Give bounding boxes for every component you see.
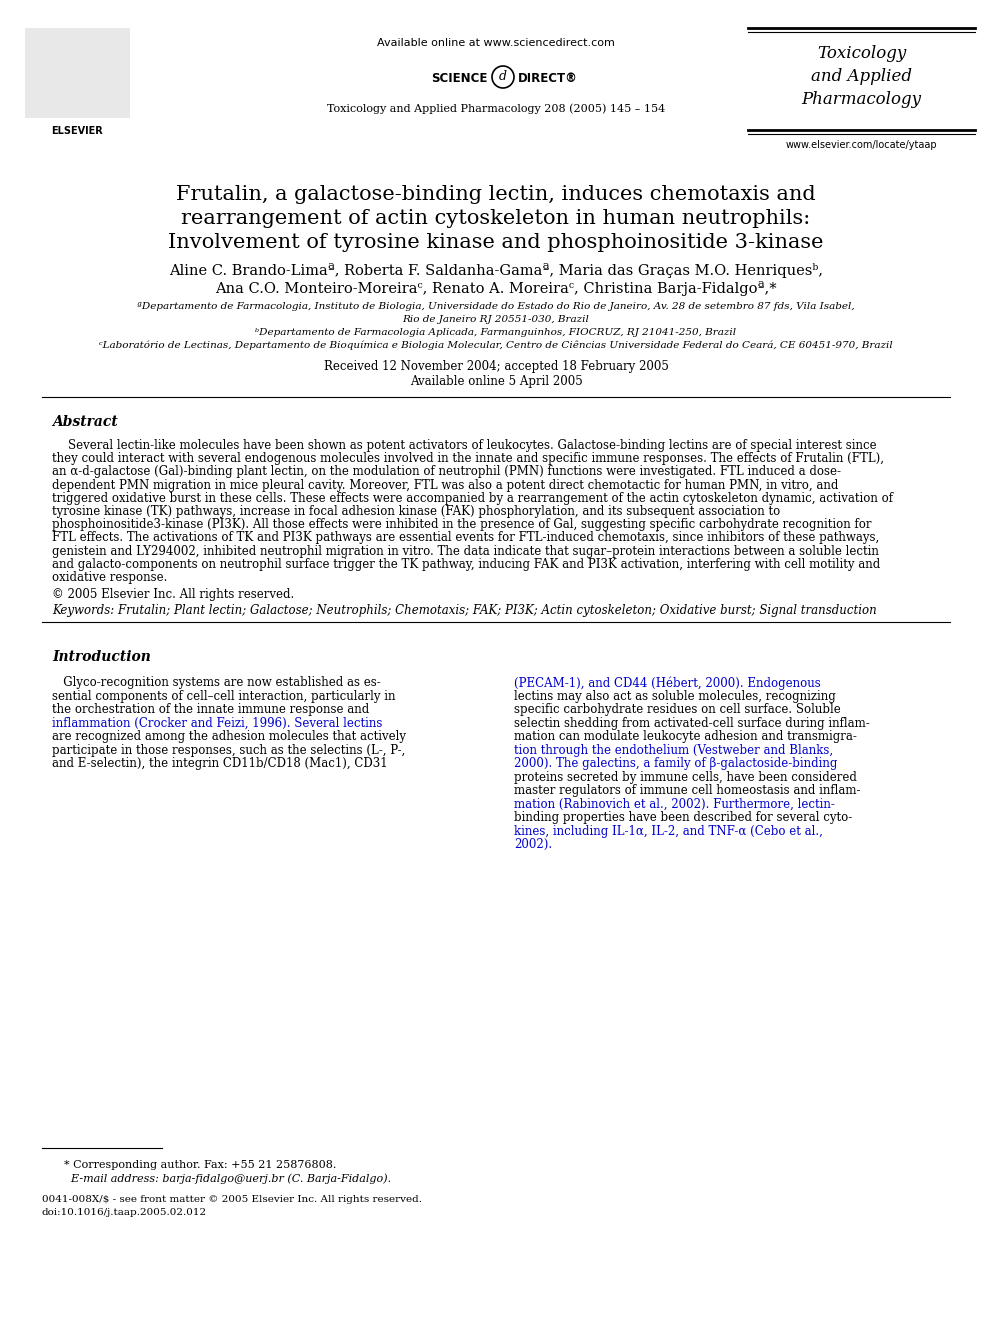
Text: ᵇDepartamento de Farmacologia Aplicada, Farmanguinhos, FIOCRUZ, RJ 21041-250, Br: ᵇDepartamento de Farmacologia Aplicada, …	[255, 328, 737, 337]
Text: 2002).: 2002).	[514, 839, 553, 851]
Text: Glyco-recognition systems are now established as es-: Glyco-recognition systems are now establ…	[52, 676, 381, 689]
Text: and galacto-components on neutrophil surface trigger the TK pathway, inducing FA: and galacto-components on neutrophil sur…	[52, 558, 880, 570]
Text: Aline C. Brando-Limaª, Roberta F. Saldanha-Gamaª, Maria das Graças M.O. Henrique: Aline C. Brando-Limaª, Roberta F. Saldan…	[169, 263, 823, 278]
Text: they could interact with several endogenous molecules involved in the innate and: they could interact with several endogen…	[52, 452, 884, 466]
Text: * Corresponding author. Fax: +55 21 25876808.: * Corresponding author. Fax: +55 21 2587…	[57, 1160, 336, 1170]
Text: Available online 5 April 2005: Available online 5 April 2005	[410, 374, 582, 388]
Text: sential components of cell–cell interaction, particularly in: sential components of cell–cell interact…	[52, 689, 396, 703]
Text: rearrangement of actin cytoskeleton in human neutrophils:: rearrangement of actin cytoskeleton in h…	[182, 209, 810, 228]
Text: Pharmacology: Pharmacology	[802, 91, 922, 108]
Text: genistein and LY294002, inhibited neutrophil migration in vitro. The data indica: genistein and LY294002, inhibited neutro…	[52, 545, 879, 557]
Text: phosphoinositide3-kinase (PI3K). All those effects were inhibited in the presenc: phosphoinositide3-kinase (PI3K). All tho…	[52, 519, 872, 532]
Text: Rio de Janeiro RJ 20551-030, Brazil: Rio de Janeiro RJ 20551-030, Brazil	[403, 315, 589, 324]
Text: doi:10.1016/j.taap.2005.02.012: doi:10.1016/j.taap.2005.02.012	[42, 1208, 207, 1217]
Text: oxidative response.: oxidative response.	[52, 572, 168, 583]
Text: Several lectin-like molecules have been shown as potent activators of leukocytes: Several lectin-like molecules have been …	[68, 439, 877, 452]
Text: Ana C.O. Monteiro-Moreiraᶜ, Renato A. Moreiraᶜ, Christina Barja-Fidalgoª,*: Ana C.O. Monteiro-Moreiraᶜ, Renato A. Mo…	[215, 280, 777, 296]
Text: Toxicology and Applied Pharmacology 208 (2005) 145 – 154: Toxicology and Applied Pharmacology 208 …	[327, 103, 665, 114]
Text: selectin shedding from activated-cell surface during inflam-: selectin shedding from activated-cell su…	[514, 717, 870, 730]
Text: Available online at www.sciencedirect.com: Available online at www.sciencedirect.co…	[377, 38, 615, 48]
Text: www.elsevier.com/locate/ytaap: www.elsevier.com/locate/ytaap	[786, 140, 937, 149]
Text: participate in those responses, such as the selectins (L-, P-,: participate in those responses, such as …	[52, 744, 406, 757]
Text: Abstract: Abstract	[52, 415, 118, 429]
Text: triggered oxidative burst in these cells. These effects were accompanied by a re: triggered oxidative burst in these cells…	[52, 492, 893, 505]
Text: SCIENCE: SCIENCE	[432, 71, 488, 85]
Text: Keywords: Frutalin; Plant lectin; Galactose; Neutrophils; Chemotaxis; FAK; PI3K;: Keywords: Frutalin; Plant lectin; Galact…	[52, 605, 877, 618]
Text: 2000). The galectins, a family of β-galactoside-binding: 2000). The galectins, a family of β-gala…	[514, 757, 837, 770]
Text: ELSEVIER: ELSEVIER	[52, 126, 103, 136]
Text: © 2005 Elsevier Inc. All rights reserved.: © 2005 Elsevier Inc. All rights reserved…	[52, 589, 295, 601]
Bar	[25, 28, 130, 118]
Text: Frutalin, a galactose-binding lectin, induces chemotaxis and: Frutalin, a galactose-binding lectin, in…	[177, 185, 815, 204]
Text: Toxicology: Toxicology	[816, 45, 906, 62]
Text: 0041-008X/$ - see front matter © 2005 Elsevier Inc. All rights reserved.: 0041-008X/$ - see front matter © 2005 El…	[42, 1195, 422, 1204]
Text: FTL effects. The activations of TK and PI3K pathways are essential events for FT: FTL effects. The activations of TK and P…	[52, 532, 879, 544]
Text: mation can modulate leukocyte adhesion and transmigra-: mation can modulate leukocyte adhesion a…	[514, 730, 857, 744]
Text: specific carbohydrate residues on cell surface. Soluble: specific carbohydrate residues on cell s…	[514, 704, 841, 716]
Text: DIRECT®: DIRECT®	[518, 71, 578, 85]
Text: and Applied: and Applied	[811, 67, 912, 85]
Text: Introduction: Introduction	[52, 650, 151, 664]
Text: binding properties have been described for several cyto-: binding properties have been described f…	[514, 811, 852, 824]
Text: Received 12 November 2004; accepted 18 February 2005: Received 12 November 2004; accepted 18 F…	[323, 360, 669, 373]
Text: an α-d-galactose (Gal)-binding plant lectin, on the modulation of neutrophil (PM: an α-d-galactose (Gal)-binding plant lec…	[52, 466, 841, 479]
Text: (PECAM-1), and CD44 (Hébert, 2000). Endogenous: (PECAM-1), and CD44 (Hébert, 2000). Endo…	[514, 676, 820, 689]
Text: mation (Rabinovich et al., 2002). Furthermore, lectin-: mation (Rabinovich et al., 2002). Furthe…	[514, 798, 835, 811]
Text: tion through the endothelium (Vestweber and Blanks,: tion through the endothelium (Vestweber …	[514, 744, 833, 757]
Text: proteins secreted by immune cells, have been considered: proteins secreted by immune cells, have …	[514, 771, 857, 783]
Text: d: d	[499, 70, 507, 83]
Text: lectins may also act as soluble molecules, recognizing: lectins may also act as soluble molecule…	[514, 689, 835, 703]
Text: the orchestration of the innate immune response and: the orchestration of the innate immune r…	[52, 704, 369, 716]
Text: inflammation (Crocker and Feizi, 1996). Several lectins: inflammation (Crocker and Feizi, 1996). …	[52, 717, 382, 730]
Text: kines, including IL-1α, IL-2, and TNF-α (Cebo et al.,: kines, including IL-1α, IL-2, and TNF-α …	[514, 824, 823, 837]
Text: tyrosine kinase (TK) pathways, increase in focal adhesion kinase (FAK) phosphory: tyrosine kinase (TK) pathways, increase …	[52, 505, 781, 519]
Text: are recognized among the adhesion molecules that actively: are recognized among the adhesion molecu…	[52, 730, 406, 744]
Text: dependent PMN migration in mice pleural cavity. Moreover, FTL was also a potent : dependent PMN migration in mice pleural …	[52, 479, 838, 492]
Text: master regulators of immune cell homeostasis and inflam-: master regulators of immune cell homeost…	[514, 785, 860, 798]
Text: and E-selectin), the integrin CD11b/CD18 (Mac1), CD31: and E-selectin), the integrin CD11b/CD18…	[52, 757, 388, 770]
Text: E-mail address: barja-fidalgo@uerj.br (C. Barja-Fidalgo).: E-mail address: barja-fidalgo@uerj.br (C…	[57, 1174, 391, 1184]
Text: Involvement of tyrosine kinase and phosphoinositide 3-kinase: Involvement of tyrosine kinase and phosp…	[169, 233, 823, 251]
Text: ªDepartamento de Farmacologia, Instituto de Biologia, Universidade do Estado do : ªDepartamento de Farmacologia, Instituto…	[137, 302, 855, 311]
Text: ᶜLaboratório de Lectinas, Departamento de Bioquímica e Biologia Molecular, Centr: ᶜLaboratório de Lectinas, Departamento d…	[99, 341, 893, 351]
